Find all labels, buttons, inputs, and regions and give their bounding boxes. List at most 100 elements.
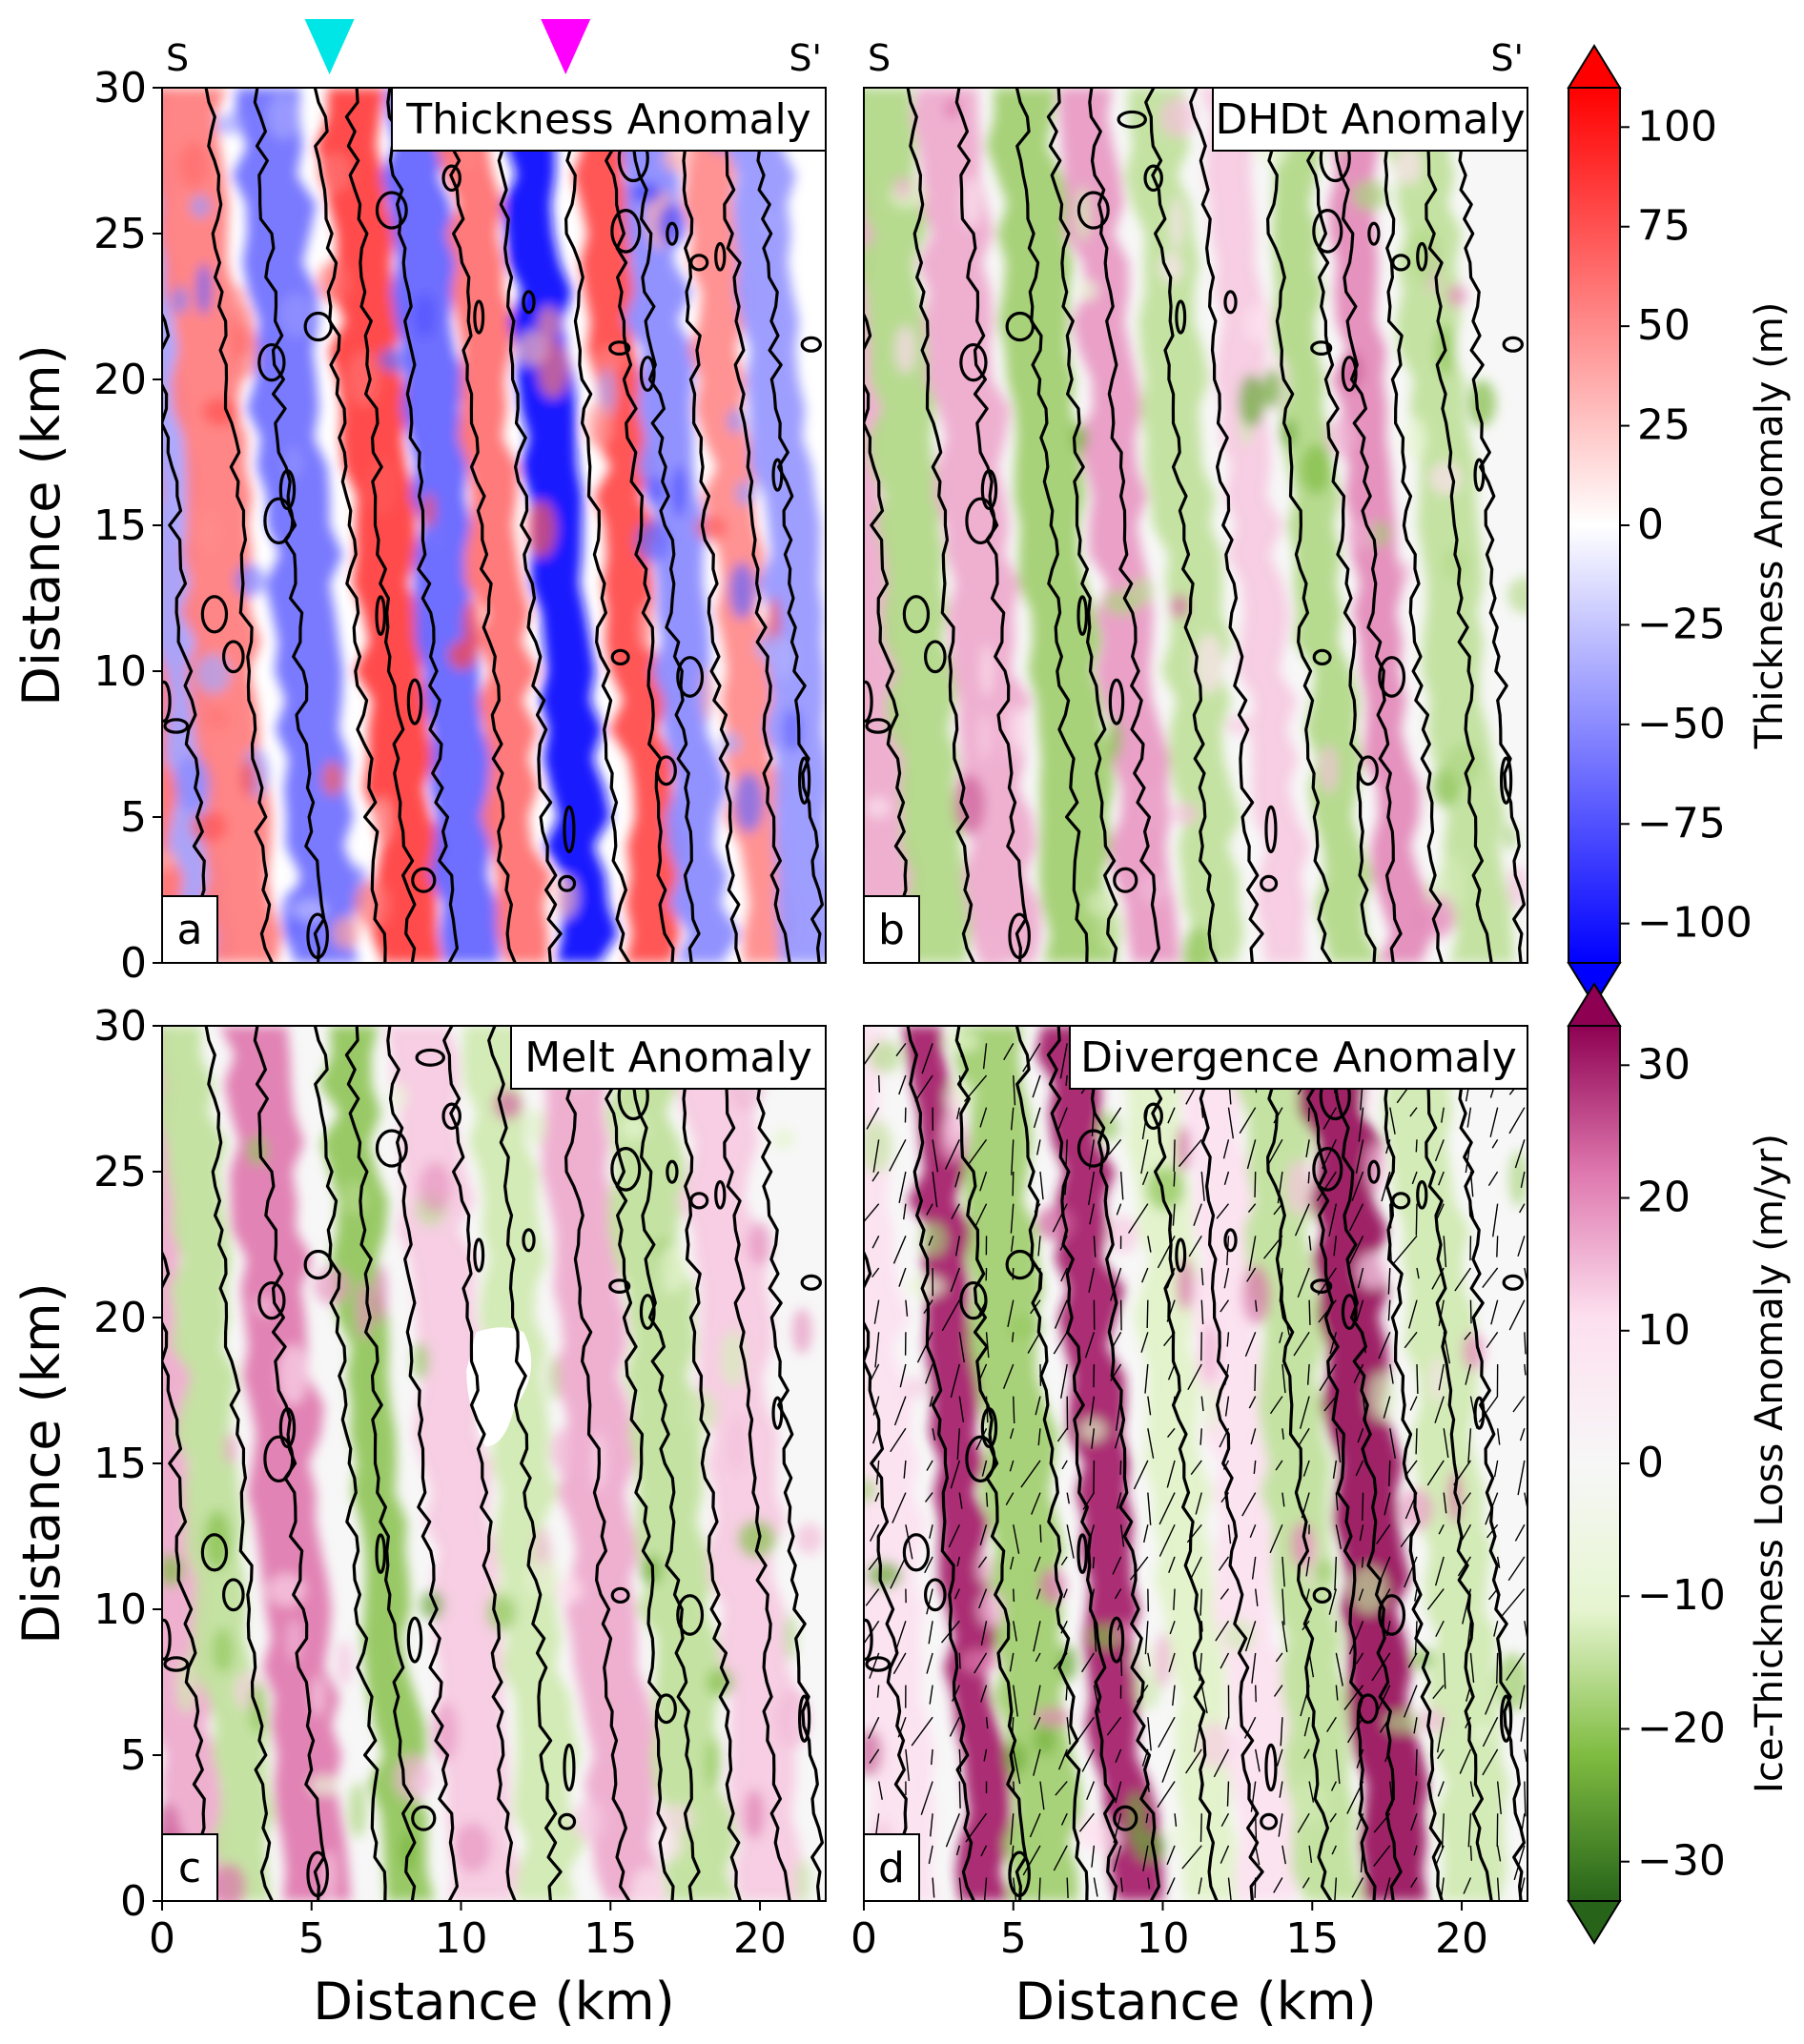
contour-island [473, 1237, 485, 1273]
contour-island [714, 1179, 727, 1210]
flux-arrow [1141, 1171, 1149, 1186]
flux-arrow [1027, 1331, 1041, 1354]
flux-arrow [1358, 1107, 1364, 1142]
flux-arrow [983, 1748, 988, 1762]
location-marker [304, 19, 355, 74]
flux-arrow [1247, 1203, 1257, 1214]
flux-arrow [1443, 1332, 1451, 1364]
flux-arrow [898, 1074, 907, 1095]
zero-contour [601, 88, 675, 963]
colorbar-tick-label: 75 [1637, 202, 1691, 251]
flux-arrow [1517, 1236, 1526, 1257]
flux-arrow [1269, 1396, 1283, 1415]
contour-island [306, 1850, 329, 1898]
flux-arrow [1115, 1396, 1122, 1431]
zero-contour [344, 1026, 417, 1901]
panel-letter: d [878, 1844, 905, 1892]
flux-arrow [1158, 1523, 1176, 1557]
heatmap-field [162, 1026, 826, 1901]
anomaly-speckle [1015, 1588, 1051, 1647]
anomaly-speckle [524, 1561, 560, 1598]
contour-lines [864, 88, 1526, 963]
flux-arrow [1093, 1877, 1098, 1897]
flux-arrow [1147, 1717, 1152, 1751]
flux-arrow [1300, 1685, 1310, 1717]
panel-title: Melt Anomaly [524, 1033, 812, 1082]
flux-arrow [979, 1107, 988, 1128]
anomaly-speckle [728, 1416, 746, 1474]
anomaly-speckle [644, 476, 666, 506]
flux-arrow [1408, 1299, 1418, 1329]
flux-arrow [1279, 1781, 1283, 1798]
flux-arrow [1457, 1556, 1472, 1577]
flux-arrow [1255, 1813, 1258, 1844]
contour-island [923, 1578, 947, 1612]
anomaly-speckle [526, 500, 557, 558]
anomaly-speckle [945, 1092, 964, 1150]
anomaly-speckle [784, 1613, 797, 1662]
flux-arrow [1195, 1492, 1202, 1515]
anomaly-speckle [1507, 576, 1527, 614]
title-box [510, 1025, 827, 1090]
flux-arrow [1469, 1203, 1474, 1218]
flux-arrow [1415, 1428, 1418, 1455]
contour-island [965, 497, 996, 545]
flux-arrow [1251, 1556, 1257, 1580]
flux-arrow [1243, 1716, 1257, 1739]
zero-contour [313, 1026, 387, 1901]
flux-arrow [1389, 1781, 1393, 1806]
anomaly-speckle [550, 1427, 581, 1475]
contour-island [263, 1435, 295, 1483]
flux-arrow [1302, 1877, 1310, 1889]
anomaly-band [864, 88, 974, 963]
flux-arrow [1013, 1877, 1017, 1901]
colorbar-tick-label: 10 [1637, 1306, 1691, 1355]
anomaly-speckle [1352, 179, 1388, 212]
flux-arrow [892, 1492, 907, 1523]
flux-arrow [1253, 1460, 1257, 1475]
anomaly-speckle [240, 759, 256, 798]
flux-arrow [1172, 1203, 1176, 1226]
flux-arrow [1035, 1139, 1041, 1155]
flux-arrow [1193, 1717, 1202, 1752]
flux-arrow [1305, 1588, 1310, 1603]
flux-arrow [928, 1621, 933, 1645]
flux-arrow [949, 1716, 960, 1737]
flux-arrow [1388, 1460, 1391, 1486]
contour-island [1076, 1533, 1088, 1575]
flux-arrow [1112, 1556, 1122, 1575]
flux-arrow [965, 1812, 988, 1843]
flux-arrow [1119, 1524, 1125, 1547]
heatmap-field [864, 1026, 1527, 1901]
contour-island [1312, 1586, 1332, 1605]
contour-island [1473, 458, 1486, 492]
zero-contour [344, 88, 417, 963]
panel-title: DHDt Anomaly [1215, 95, 1525, 144]
anomaly-band [497, 88, 619, 963]
flux-arrow [1127, 1203, 1149, 1234]
zero-contour [1261, 88, 1333, 963]
anomaly-speckle [1158, 252, 1183, 283]
flux-arrow [890, 1556, 907, 1589]
flux-arrow [1305, 1139, 1310, 1157]
heatmap-field [864, 88, 1527, 963]
y-tick-label: 5 [120, 793, 147, 842]
anomaly-speckle [205, 705, 231, 730]
flux-arrow [1140, 1139, 1149, 1175]
flux-arrow [872, 1139, 880, 1173]
flux-arrow [1281, 1428, 1284, 1440]
contour-island [306, 912, 329, 960]
flux-arrow [874, 1332, 880, 1368]
anomaly-speckle [754, 635, 791, 661]
zero-contour [1189, 1026, 1264, 1901]
axes-frame [863, 87, 1528, 964]
flux-arrow [1110, 1363, 1122, 1381]
x-axis-label: Distance (km) [1015, 1972, 1376, 2032]
flux-arrow [1465, 1363, 1472, 1385]
flux-arrow [874, 1492, 880, 1502]
anomaly-speckle [1440, 547, 1471, 581]
flux-arrow [1109, 1107, 1122, 1124]
flux-arrow [1143, 1524, 1149, 1543]
flux-arrow [1467, 1813, 1472, 1848]
flux-arrow [1220, 1812, 1230, 1827]
